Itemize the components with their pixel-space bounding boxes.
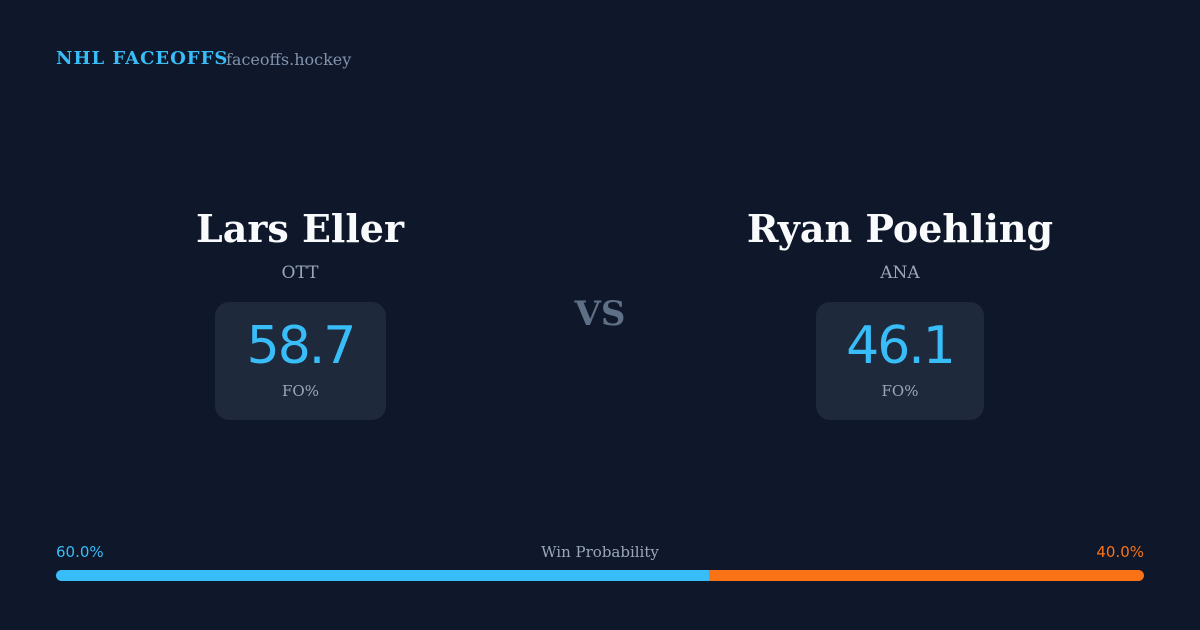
brand: NHL FACEOFFS (56, 48, 229, 69)
fo-value: 46.1 (846, 316, 956, 376)
right-probability: 40.0% (1096, 543, 1144, 561)
fo-value: 58.7 (246, 316, 357, 376)
player-team: ANA (880, 263, 920, 283)
fo-label: FO% (881, 382, 919, 400)
player-name: Ryan Poehling (746, 206, 1054, 251)
right-segment (708, 570, 1144, 581)
stat-card: 58.7 FO% (215, 302, 386, 420)
left-probability: 60.0% (56, 543, 104, 561)
versus: VS (574, 294, 626, 334)
player-team: OTT (281, 263, 319, 283)
site-name: faceoffs.hockey (226, 50, 352, 69)
stat-card: 46.1 FO% (816, 302, 984, 420)
probability-bar (56, 570, 1144, 581)
fo-label: FO% (282, 382, 319, 400)
player-name: Lars Eller (195, 206, 405, 251)
probability-title: Win Probability (541, 543, 659, 561)
left-segment (56, 570, 709, 581)
